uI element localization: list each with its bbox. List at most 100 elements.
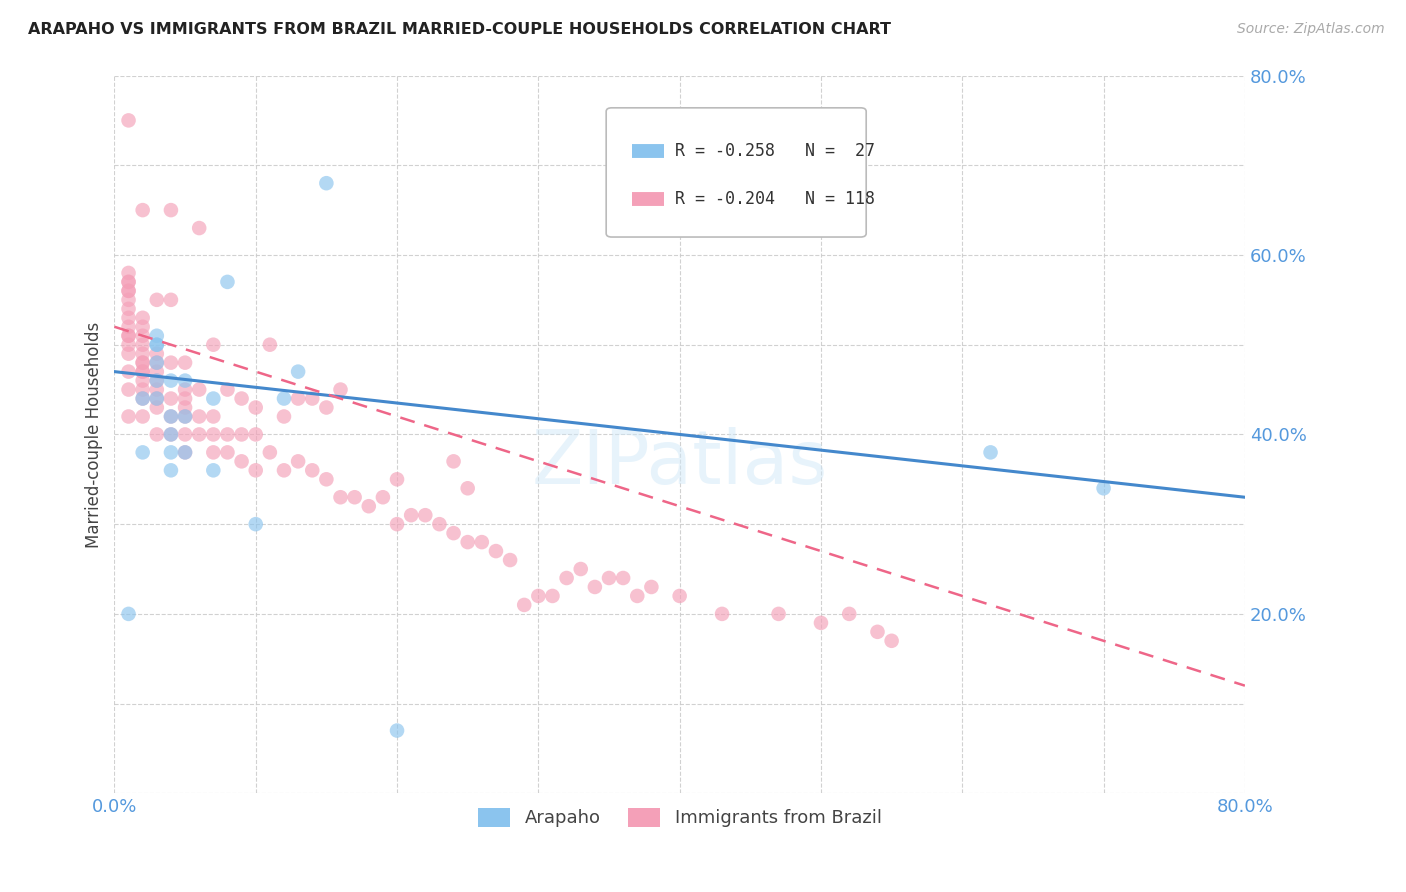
Point bbox=[174, 356, 197, 370]
Point bbox=[131, 319, 153, 334]
Point bbox=[583, 580, 606, 594]
Point bbox=[146, 356, 169, 370]
Point bbox=[202, 337, 225, 351]
Point bbox=[117, 365, 139, 379]
Point bbox=[202, 427, 225, 442]
Point bbox=[188, 427, 211, 442]
Point bbox=[131, 347, 153, 361]
Y-axis label: Married-couple Households: Married-couple Households bbox=[86, 321, 103, 548]
Point bbox=[273, 463, 295, 477]
Point bbox=[131, 337, 153, 351]
Point bbox=[443, 454, 465, 468]
Point bbox=[287, 365, 309, 379]
Point bbox=[413, 508, 436, 523]
Point bbox=[160, 293, 183, 307]
Point bbox=[329, 490, 352, 504]
Point bbox=[146, 392, 169, 406]
Point bbox=[146, 365, 169, 379]
Point bbox=[810, 615, 832, 630]
Point bbox=[541, 589, 564, 603]
Point bbox=[612, 571, 634, 585]
Point bbox=[146, 401, 169, 415]
Point bbox=[202, 409, 225, 424]
Point bbox=[160, 374, 183, 388]
Point bbox=[160, 427, 183, 442]
Point bbox=[117, 284, 139, 298]
Point bbox=[117, 383, 139, 397]
Point bbox=[626, 589, 648, 603]
Point bbox=[668, 589, 690, 603]
Point bbox=[131, 365, 153, 379]
Text: ARAPAHO VS IMMIGRANTS FROM BRAZIL MARRIED-COUPLE HOUSEHOLDS CORRELATION CHART: ARAPAHO VS IMMIGRANTS FROM BRAZIL MARRIE… bbox=[28, 22, 891, 37]
Point bbox=[640, 580, 662, 594]
Point bbox=[188, 409, 211, 424]
Point bbox=[117, 607, 139, 621]
Point bbox=[174, 374, 197, 388]
Point bbox=[217, 427, 239, 442]
Point bbox=[287, 392, 309, 406]
Point bbox=[117, 275, 139, 289]
Point bbox=[146, 347, 169, 361]
Point bbox=[287, 454, 309, 468]
Text: R = -0.258   N =  27: R = -0.258 N = 27 bbox=[675, 142, 875, 160]
Point bbox=[231, 454, 253, 468]
Point bbox=[399, 508, 422, 523]
Point bbox=[188, 221, 211, 235]
Point bbox=[160, 409, 183, 424]
Legend: Arapaho, Immigrants from Brazil: Arapaho, Immigrants from Brazil bbox=[471, 801, 889, 835]
Point bbox=[174, 445, 197, 459]
Point bbox=[131, 445, 153, 459]
Point bbox=[117, 293, 139, 307]
Point bbox=[217, 383, 239, 397]
Point bbox=[117, 328, 139, 343]
Point bbox=[513, 598, 536, 612]
Point bbox=[160, 409, 183, 424]
FancyBboxPatch shape bbox=[606, 108, 866, 237]
Point bbox=[457, 481, 479, 495]
Point bbox=[980, 445, 1002, 459]
Point bbox=[174, 409, 197, 424]
Point bbox=[146, 383, 169, 397]
Point bbox=[371, 490, 394, 504]
Point bbox=[245, 463, 267, 477]
Point bbox=[329, 383, 352, 397]
Point bbox=[131, 328, 153, 343]
Point bbox=[259, 337, 281, 351]
Point bbox=[555, 571, 578, 585]
Point bbox=[569, 562, 592, 576]
Point bbox=[343, 490, 366, 504]
Point bbox=[174, 409, 197, 424]
Point bbox=[768, 607, 790, 621]
Point bbox=[146, 392, 169, 406]
Text: Source: ZipAtlas.com: Source: ZipAtlas.com bbox=[1237, 22, 1385, 37]
Point bbox=[880, 633, 903, 648]
Point bbox=[357, 500, 380, 514]
Point bbox=[146, 374, 169, 388]
Point bbox=[471, 535, 494, 549]
Point bbox=[174, 401, 197, 415]
Point bbox=[117, 266, 139, 280]
Point bbox=[457, 535, 479, 549]
Point bbox=[202, 392, 225, 406]
Point bbox=[146, 356, 169, 370]
Point bbox=[245, 517, 267, 532]
Point bbox=[131, 203, 153, 218]
Point bbox=[131, 383, 153, 397]
Point bbox=[160, 356, 183, 370]
Point bbox=[117, 409, 139, 424]
Point bbox=[866, 624, 889, 639]
Point bbox=[202, 445, 225, 459]
Point bbox=[174, 383, 197, 397]
Point bbox=[160, 427, 183, 442]
Point bbox=[301, 392, 323, 406]
Point bbox=[443, 526, 465, 541]
Point bbox=[711, 607, 734, 621]
Point bbox=[117, 301, 139, 316]
Point bbox=[117, 328, 139, 343]
Point bbox=[217, 445, 239, 459]
Point bbox=[217, 275, 239, 289]
Point bbox=[231, 392, 253, 406]
Point bbox=[146, 337, 169, 351]
Text: R = -0.204   N = 118: R = -0.204 N = 118 bbox=[675, 190, 875, 208]
Point bbox=[131, 409, 153, 424]
